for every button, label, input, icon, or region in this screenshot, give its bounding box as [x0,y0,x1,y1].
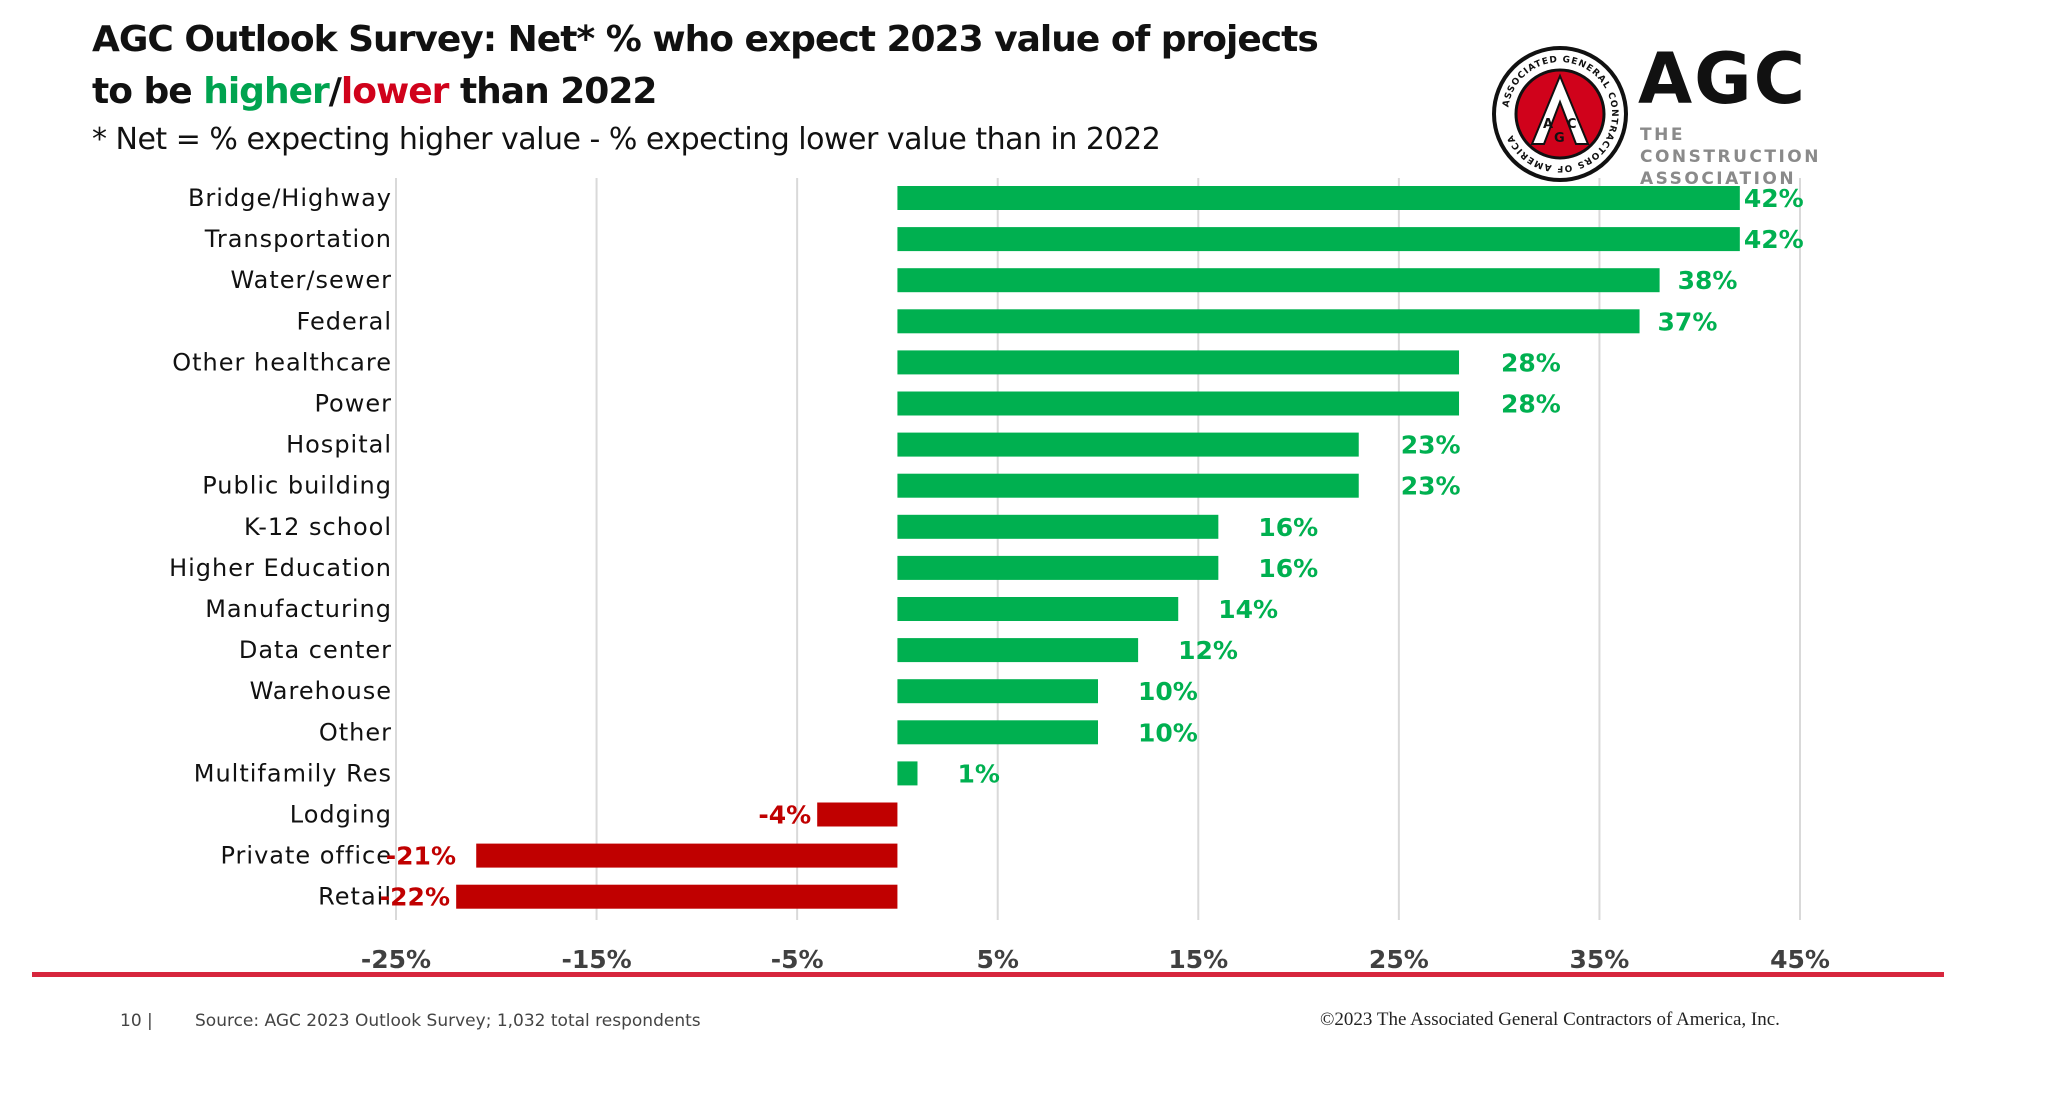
value-label: 28% [1501,390,1561,419]
svg-text:G: G [1554,131,1565,146]
title-higher: higher [203,71,330,112]
svg-text:A: A [1543,117,1553,132]
bar [476,843,898,868]
value-label: 28% [1501,348,1561,377]
x-tick-label: -15% [561,945,631,974]
x-tick-label: 35% [1570,945,1630,974]
category-label: Bridge/Highway [188,184,392,212]
value-label: 10% [1138,718,1198,747]
bar [897,555,1219,580]
category-label: Data center [239,636,392,664]
bar [897,720,1098,745]
x-tick-label: 45% [1770,945,1830,974]
title-line-2: to be higher/lower than 2022 [92,66,1392,118]
title-slash: / [328,71,342,112]
category-label: Public building [202,472,392,500]
category-label: Water/sewer [230,266,392,294]
logo-tagline: THE CONSTRUCTION ASSOCIATION [1640,124,1870,190]
bar [897,761,918,786]
value-label: -22% [380,883,450,912]
bar [897,268,1660,293]
footer-divider [32,972,1944,977]
x-tick-label: 15% [1168,945,1228,974]
category-label: Warehouse [250,677,392,705]
logo-wordmark: AGC [1638,38,1808,120]
bar [897,350,1460,375]
svg-text:C: C [1567,117,1577,132]
value-label: 42% [1744,184,1804,213]
category-label: Power [314,390,392,418]
value-label: 10% [1138,677,1198,706]
title-prefix: to be [92,71,204,112]
value-label: 42% [1744,225,1804,254]
bar [897,309,1640,334]
chart-labels: -25% -15% -5% 5% 15% 25% 35% 45% Bridge/Highway 4… [169,184,1830,974]
x-tick-label: 25% [1369,945,1429,974]
source-note: Source: AGC 2023 Outlook Survey; 1,032 t… [195,1011,701,1031]
bar [897,432,1359,457]
category-label: Other [319,718,392,746]
category-label: K-12 school [244,513,392,541]
bar [456,884,898,909]
bar [897,227,1740,252]
value-label: 23% [1401,431,1461,460]
category-label: Other healthcare [172,348,392,376]
logo-tagline-line2: ASSOCIATION [1640,169,1797,189]
category-label: Multifamily Res [194,759,392,787]
bar [897,186,1740,210]
category-label: Private office [220,842,392,870]
value-label: 16% [1258,554,1318,583]
bar [897,597,1179,621]
bar [897,473,1359,498]
category-label: Transportation [204,225,392,253]
agc-seal-icon: ASSOCIATED GENERAL CONTRACTORS OF AMERIC… [1492,46,1628,182]
value-label: -4% [758,801,811,830]
x-tick-label: -5% [771,945,824,974]
copyright-note: ©2023 The Associated General Contractors… [1320,1009,1780,1030]
category-label: Retail [318,883,392,911]
x-tick-label: 5% [976,945,1018,974]
subtitle: * Net = % expecting higher value - % exp… [92,122,1161,157]
category-label: Hospital [286,431,392,459]
chart-bars [456,186,1740,909]
chart-gridlines [395,178,1801,920]
value-label: 12% [1178,636,1238,665]
logo-tagline-line1: THE CONSTRUCTION [1640,125,1821,167]
page-title: AGC Outlook Survey: Net* % who expect 20… [92,14,1392,118]
title-line-1: AGC Outlook Survey: Net* % who expect 20… [92,19,1319,60]
value-label: 1% [957,759,999,788]
value-label: 38% [1678,266,1738,295]
value-label: 14% [1218,595,1278,624]
bar [897,514,1219,539]
bar [897,391,1460,416]
value-label: -21% [386,842,456,871]
title-lower: lower [340,71,449,112]
bar [897,638,1139,663]
bar [897,679,1098,704]
category-label: Federal [297,307,393,335]
page-number: 10 | [120,1011,153,1031]
value-label: 23% [1401,472,1461,501]
title-suffix: than 2022 [448,71,658,112]
value-label: 37% [1658,307,1718,336]
agc-logo: ASSOCIATED GENERAL CONTRACTORS OF AMERIC… [1490,38,1860,189]
bar [817,802,898,827]
category-label: Lodging [290,801,392,829]
category-label: Manufacturing [205,595,392,623]
category-label: Higher Education [169,554,392,582]
value-label: 16% [1258,513,1318,542]
x-tick-label: -25% [361,945,431,974]
